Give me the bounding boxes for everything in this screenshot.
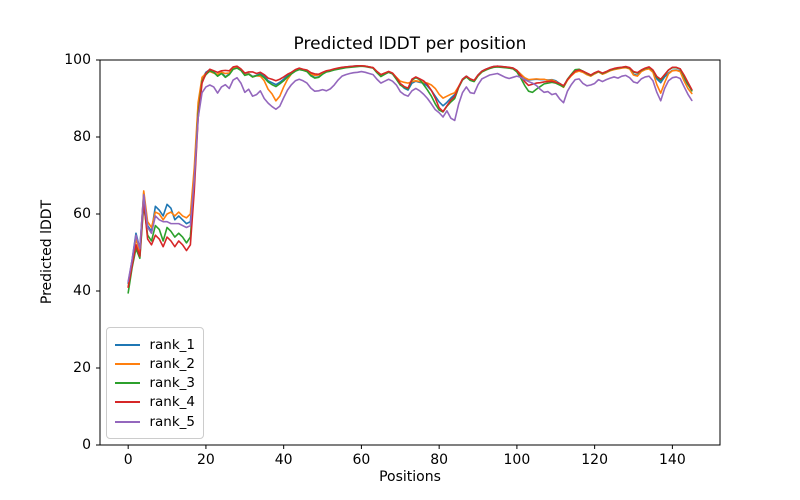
legend-label: rank_4 [149,394,195,411]
y-tick-label: 20 [73,360,91,376]
y-tick-label: 60 [73,206,91,222]
y-tick-label: 80 [73,129,91,145]
series-line-rank_3 [127,65,693,294]
legend-line-swatch [115,343,141,346]
legend-line-swatch [115,362,141,365]
x-tick-label: 60 [352,452,371,468]
x-tick-label: 40 [274,452,293,468]
x-tick-label: 120 [581,452,608,468]
legend-label: rank_5 [149,413,195,430]
legend-label: rank_1 [149,336,195,353]
legend-item-rank_1: rank_1 [115,335,195,354]
legend-label: rank_2 [149,355,195,372]
x-tick-label: 140 [659,452,686,468]
legend-line-swatch [115,420,141,423]
x-tick-label: 0 [123,452,133,468]
y-tick-label: 40 [73,283,91,299]
chart-title: Predicted lDDT per position [293,34,527,54]
legend-line-swatch [115,382,141,384]
x-axis-label: Positions [379,469,441,485]
series-line-rank_5 [127,70,693,283]
x-tick-label: 100 [503,452,531,468]
x-tick-label: 80 [430,452,449,468]
legend-item-rank_3: rank_3 [115,374,195,393]
legend: rank_1 rank_2 rank_3 rank_4 rank_5 [106,327,204,439]
x-tick-label: 20 [197,452,215,468]
legend-item-rank_2: rank_2 [115,354,195,373]
legend-label: rank_3 [149,375,195,391]
axes-spines [99,59,721,446]
series-line-rank_4 [127,64,693,288]
legend-item-rank_4: rank_4 [115,393,195,412]
series-line-rank_2 [127,64,693,288]
series-line-rank_1 [127,64,693,285]
y-tick-label: 0 [82,437,91,453]
legend-item-rank_5: rank_5 [115,412,195,431]
y-tick-label: 100 [64,52,91,68]
legend-line-swatch [115,401,141,404]
